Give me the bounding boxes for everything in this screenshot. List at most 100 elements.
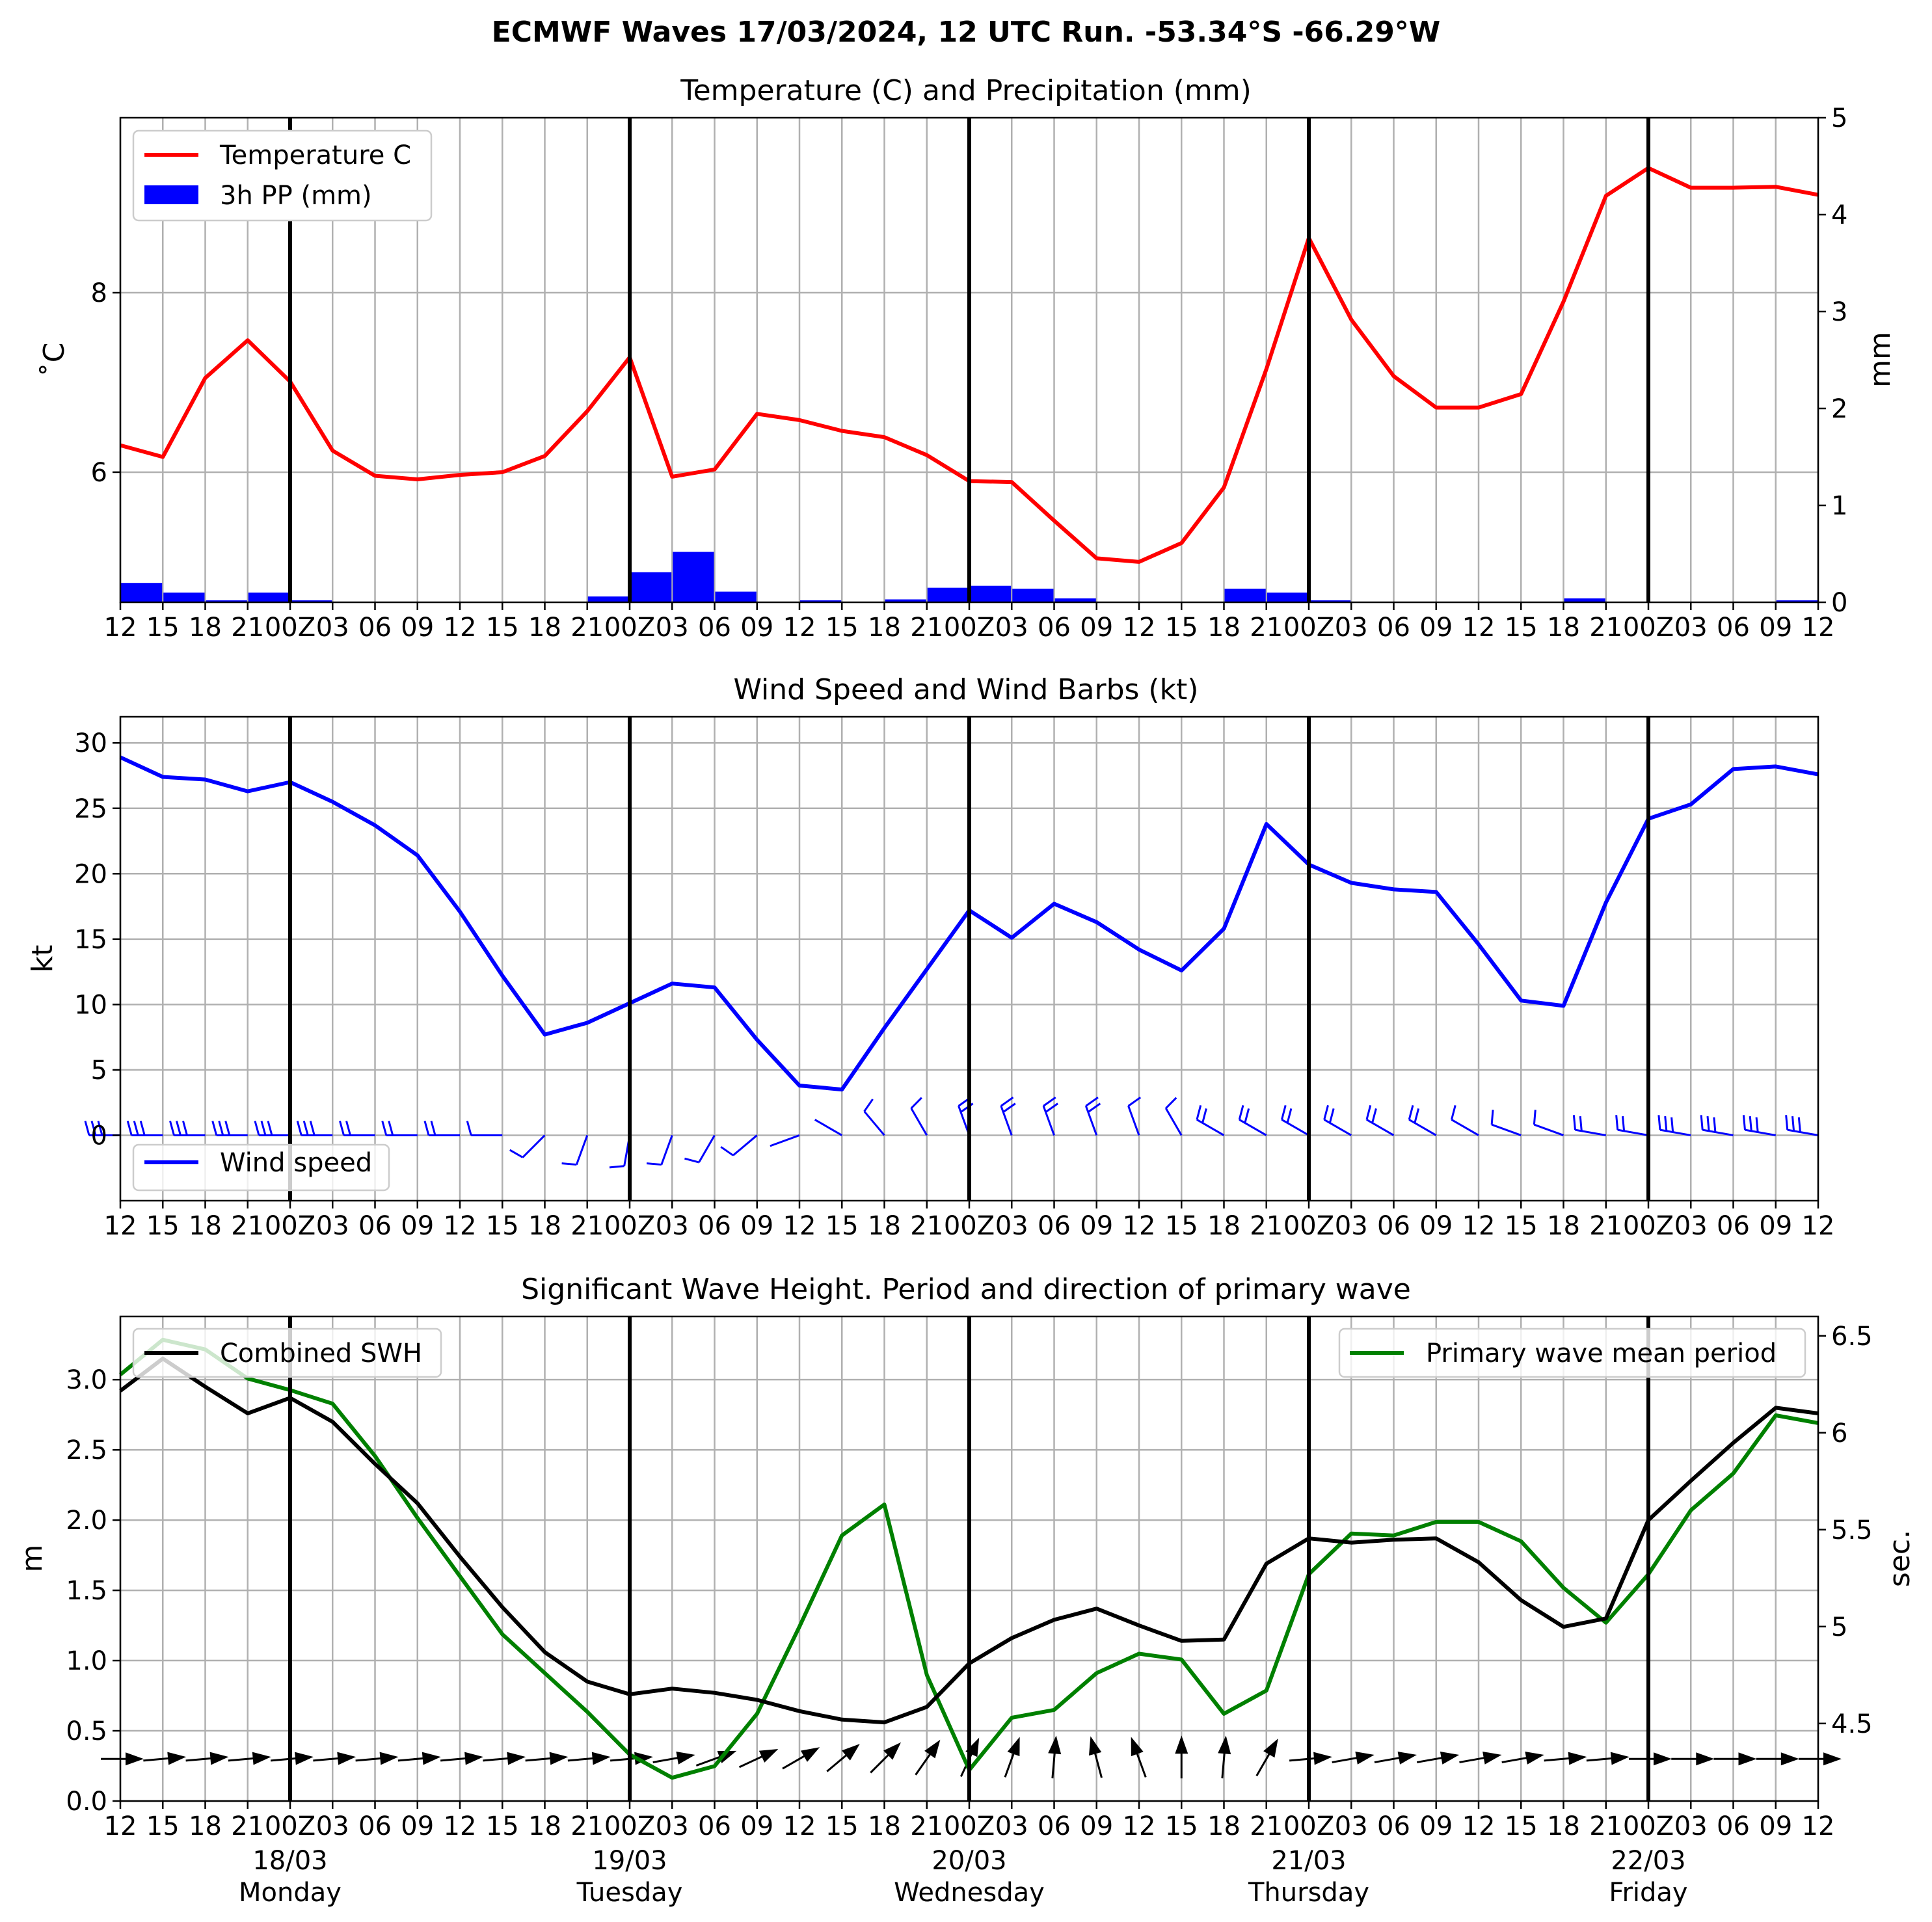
x-tick-label: 06 (1377, 1211, 1410, 1241)
wind-barb-flag (1533, 1110, 1536, 1125)
wind-barb-flag (254, 1121, 260, 1136)
wave-direction-arrow (1586, 1752, 1630, 1765)
x-tick-label: 15 (1505, 613, 1538, 643)
wind-barb-flag (1615, 1115, 1619, 1130)
x-tick-label: 09 (1759, 1211, 1792, 1241)
x-tick-label: 12 (1802, 1211, 1835, 1241)
x-tick-label: 15 (486, 1811, 519, 1841)
wind-barb-shaft (1491, 1123, 1522, 1136)
wind-barb (770, 1134, 800, 1147)
y-tick-label: 1.5 (66, 1576, 107, 1606)
x-tick-label: 06 (1038, 1811, 1071, 1841)
wind-barb-shaft (698, 1134, 716, 1163)
x-tick-label: 00Z (265, 613, 315, 643)
wind-barb-flag (1700, 1115, 1704, 1130)
x-tick-label: 09 (1080, 1211, 1113, 1241)
x-tick-label: 21 (910, 1811, 943, 1841)
x-tick-label: 12 (104, 1211, 137, 1241)
x-tick-label: 18 (868, 1211, 901, 1241)
wind-barb-flag (1408, 1105, 1414, 1120)
wave-arrow-head (1483, 1752, 1502, 1765)
wave-panel: Significant Wave Height. Period and dire… (16, 1273, 1916, 1908)
wave-direction-arrow (1255, 1739, 1278, 1776)
x-tick-label: 15 (146, 1211, 180, 1241)
y-tick-label: 10 (74, 990, 107, 1020)
wave-direction-arrow (101, 1752, 144, 1766)
wave-arrow-head (379, 1752, 399, 1765)
wind-barb-flag (1797, 1117, 1801, 1132)
wind-barb-flag (267, 1121, 273, 1136)
wind-barb-shaft (575, 1134, 589, 1166)
y-right-tick-label: 6 (1831, 1419, 1847, 1448)
wave-direction-arrow (397, 1752, 441, 1765)
wind-barb-flag (1127, 1096, 1142, 1107)
wind-barb-flag (1280, 1105, 1287, 1120)
x-tick-label: 21 (1589, 613, 1622, 643)
wind-barb-shaft (1408, 1119, 1437, 1136)
x-tick-label: 09 (1759, 1811, 1792, 1841)
wind-barb (910, 1097, 928, 1136)
wave-direction-arrow (228, 1752, 271, 1765)
x-tick-label: 09 (1419, 1811, 1453, 1841)
legend-box (132, 129, 433, 222)
wind-barb-shaft (732, 1134, 758, 1156)
temperature-x-ticks: 12 15 18 21 00Z 03 06 09 12 15 18 21 00Z 03 06 09 12 15 18… (104, 602, 1834, 643)
wind-barb-flag (296, 1121, 302, 1136)
x-tick-label: 09 (740, 613, 773, 643)
wind-barb-flag (388, 1121, 394, 1136)
wave-day-lines (288, 1316, 1650, 1801)
x-tick-label: 18 (1207, 1211, 1241, 1241)
wind-barb (1785, 1115, 1819, 1136)
wind-barb-flag (720, 1146, 734, 1156)
wind-barb-flag (1706, 1116, 1710, 1131)
x-tick-label: 21 (231, 613, 264, 643)
x-tick-label: 12 (444, 1211, 477, 1241)
legend-label-swh: Combined SWH (220, 1339, 422, 1368)
legend-label-period: Primary wave mean period (1426, 1339, 1777, 1368)
period-legend: Primary wave mean period (1338, 1328, 1806, 1378)
wind-barb-flag (1045, 1102, 1058, 1113)
wind-barb-shaft (1702, 1128, 1734, 1136)
day-label-weekday: Thursday (1248, 1878, 1369, 1908)
wind-barb (466, 1121, 503, 1136)
wind-barb-flag (1165, 1097, 1177, 1109)
precip-bar (715, 591, 757, 602)
wind-barb-flag (430, 1121, 436, 1136)
wind-barb-flag (176, 1121, 181, 1136)
x-tick-label: 15 (486, 613, 519, 643)
x-tick-label: 03 (995, 1211, 1028, 1241)
wind-barb-flag (1791, 1116, 1795, 1131)
wind-barb-shaft (1084, 1105, 1098, 1136)
x-tick-label: 06 (1717, 1811, 1750, 1841)
wind-barb-shaft (1239, 1119, 1267, 1136)
wave-direction-arrow (1799, 1752, 1842, 1766)
wind-barb (1450, 1105, 1479, 1136)
wave-direction-arrow (870, 1742, 901, 1774)
x-tick-label: 15 (146, 613, 180, 643)
wind-barb-shaft (1787, 1128, 1819, 1136)
x-tick-label: 09 (740, 1211, 773, 1241)
x-tick-label: 21 (231, 1811, 264, 1841)
wind-barb-flag (182, 1121, 188, 1136)
y-right-tick-label: 0 (1831, 588, 1847, 618)
precip-bar (1012, 589, 1054, 602)
legend-label-precip: 3h PP (mm) (220, 181, 372, 211)
x-tick-label: 09 (401, 613, 434, 643)
precip-bars (121, 552, 1818, 602)
wind-barb-flag (684, 1157, 699, 1164)
wave-direction-arrow (440, 1752, 483, 1765)
x-tick-label: 09 (1080, 613, 1113, 643)
wind-barb-flag (1572, 1115, 1576, 1130)
x-tick-label: 15 (825, 1211, 859, 1241)
day-label-weekday: Friday (1609, 1878, 1687, 1908)
temperature-day-lines (288, 118, 1650, 602)
wave-direction-arrow (826, 1744, 860, 1772)
x-tick-label: 15 (146, 1811, 180, 1841)
wind-barb (1408, 1105, 1437, 1136)
wind-barb-flag (423, 1121, 430, 1136)
wave-direction-arrow (915, 1739, 941, 1776)
wind-barb-shaft (1196, 1119, 1225, 1136)
x-tick-label: 18 (528, 613, 561, 643)
precip-bar (248, 593, 289, 602)
